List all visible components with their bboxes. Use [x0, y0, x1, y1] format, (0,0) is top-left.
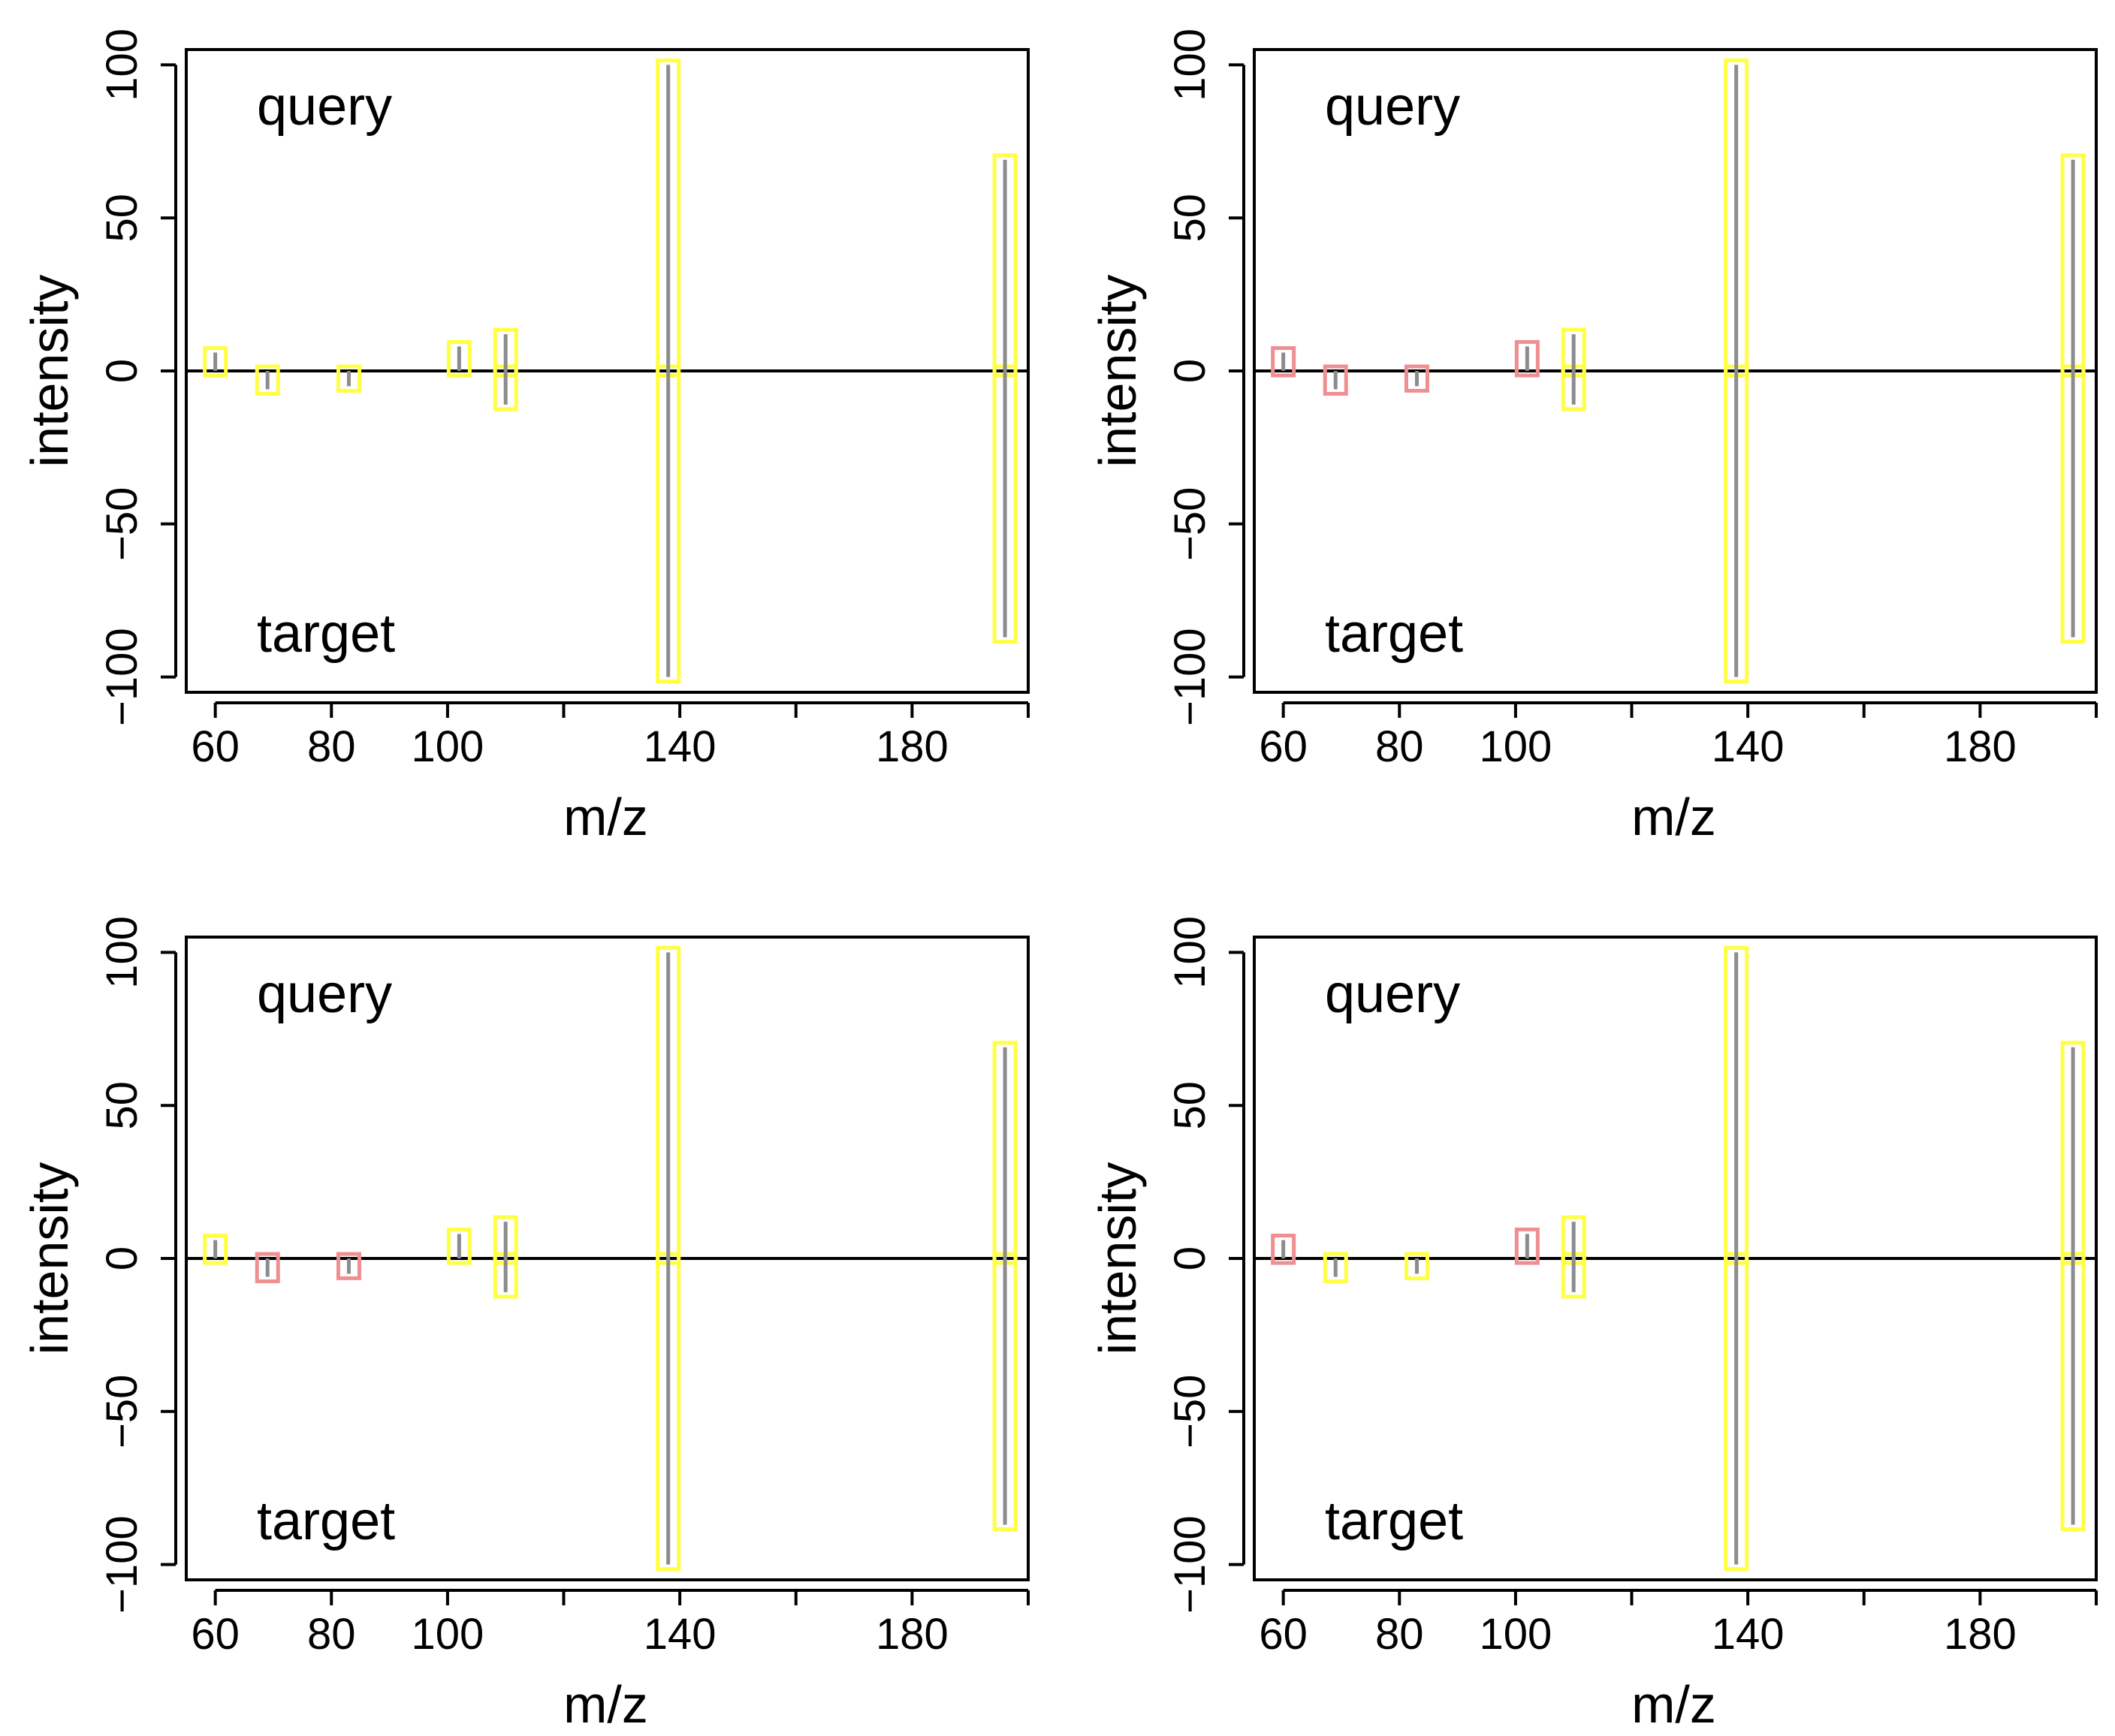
unmatched-peak-box: [1271, 346, 1296, 378]
x-axis-title: m/z: [1631, 788, 1716, 846]
y-tick-label: 50: [98, 1081, 146, 1130]
x-tick-label: 180: [1944, 1610, 2017, 1659]
y-tick-label: 50: [1166, 1081, 1214, 1130]
query-label: query: [1325, 964, 1460, 1024]
x-tick-label: 180: [876, 722, 949, 771]
target-label: target: [257, 1491, 395, 1551]
peak-layer: [213, 65, 1007, 677]
unmatched-peak-box: [336, 1252, 361, 1280]
x-tick-label: 60: [1259, 722, 1308, 771]
spectrum-panel-3: 60 80 100 140 180 −100 −50 0 50 100 m/z intensity qu…: [20, 916, 1030, 1734]
spectrum-panel-2: 60 80 100 140 180 −100 −50 0 50 100 m/z intensity qu…: [1088, 29, 2098, 846]
y-tick-label: −50: [98, 487, 146, 561]
spectrum-panel-1: 60 80 100 140 180 −100 −50 0 50 100 m/z intensity qu…: [20, 29, 1030, 846]
y-axis-title: intensity: [20, 1162, 79, 1355]
unmatched-peak-box: [1514, 1227, 1540, 1265]
target-label: target: [1325, 1491, 1463, 1551]
x-tick-label: 100: [1480, 1610, 1552, 1659]
x-axis-title: m/z: [1631, 1675, 1716, 1734]
y-tick-label: 50: [98, 194, 146, 243]
y-tick-label: −100: [1166, 628, 1214, 726]
matched-peak-box: [255, 364, 280, 396]
target-label: target: [257, 604, 395, 664]
y-tick-label: −50: [1166, 1375, 1214, 1448]
x-tick-label: 80: [307, 722, 356, 771]
x-tick-label: 140: [1712, 1610, 1785, 1659]
unmatched-peak-box: [1323, 364, 1348, 396]
target-label: target: [1325, 604, 1463, 664]
x-tick-label: 60: [191, 1610, 240, 1659]
y-tick-label: −100: [1166, 1515, 1214, 1614]
y-tick-label: 0: [98, 359, 146, 383]
query-label: query: [257, 964, 392, 1024]
x-tick-label: 140: [1712, 722, 1785, 771]
matched-peak-box: [446, 1227, 472, 1265]
matched-peak-box: [336, 364, 361, 393]
matched-peak-box: [1323, 1252, 1348, 1283]
x-tick-label: 60: [1259, 1610, 1308, 1659]
unmatched-peak-box: [255, 1252, 280, 1283]
x-tick-label: 100: [412, 1610, 484, 1659]
matched-peak-box: [203, 346, 228, 378]
y-axis-title: intensity: [20, 275, 79, 468]
x-tick-label: 60: [191, 722, 240, 771]
x-tick-label: 80: [1375, 1610, 1424, 1659]
x-tick-label: 100: [412, 722, 484, 771]
y-tick-label: −100: [98, 1515, 146, 1614]
query-label: query: [257, 77, 392, 137]
peak-layer: [1281, 952, 2075, 1565]
x-tick-label: 140: [644, 1610, 717, 1659]
peak-layer: [213, 952, 1007, 1565]
unmatched-peak-box: [1514, 339, 1540, 378]
matched-peak-box: [1404, 1252, 1429, 1280]
x-tick-label: 80: [1375, 722, 1424, 771]
y-tick-label: 100: [1166, 916, 1214, 989]
y-tick-label: −50: [1166, 487, 1214, 561]
y-tick-label: 50: [1166, 194, 1214, 243]
y-tick-label: −50: [98, 1375, 146, 1448]
spectrum-panel-4: 60 80 100 140 180 −100 −50 0 50 100 m/z intensity qu…: [1088, 916, 2098, 1734]
x-axis-title: m/z: [563, 1675, 648, 1734]
x-tick-label: 100: [1480, 722, 1552, 771]
y-tick-label: 0: [1166, 359, 1214, 383]
x-tick-label: 80: [307, 1610, 356, 1659]
matched-peak-box: [203, 1234, 228, 1265]
x-tick-label: 140: [644, 722, 717, 771]
peak-layer: [1281, 65, 2075, 677]
y-tick-label: 0: [1166, 1246, 1214, 1270]
matched-peak-box: [446, 339, 472, 378]
query-label: query: [1325, 77, 1460, 137]
x-tick-label: 180: [876, 1610, 949, 1659]
y-tick-label: 100: [98, 916, 146, 989]
x-axis-title: m/z: [563, 788, 648, 846]
y-tick-label: −100: [98, 628, 146, 726]
unmatched-peak-box: [1271, 1234, 1296, 1265]
y-tick-label: 100: [98, 29, 146, 101]
x-tick-label: 180: [1944, 722, 2017, 771]
y-axis-title: intensity: [1088, 275, 1147, 468]
y-tick-label: 100: [1166, 29, 1214, 101]
y-axis-title: intensity: [1088, 1162, 1147, 1355]
unmatched-peak-box: [1404, 364, 1429, 393]
y-tick-label: 0: [98, 1246, 146, 1270]
